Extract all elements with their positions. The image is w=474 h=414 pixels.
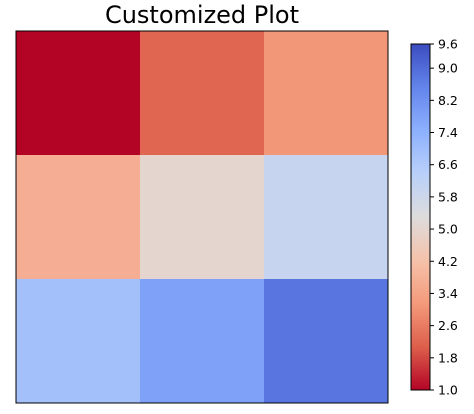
- colorbar-tick-label: 9.0: [438, 61, 458, 76]
- heatmap-cell-r0-c0: [16, 31, 141, 156]
- colorbar-gradient: [411, 44, 430, 390]
- colorbar-tick-label: 1.8: [438, 350, 458, 365]
- colorbar-tick-label: 9.6: [438, 37, 458, 52]
- plot-frame: [15, 30, 389, 404]
- colorbar-tick-label: 8.2: [438, 93, 458, 108]
- heatmap-cell-r1-c0: [16, 155, 141, 280]
- colorbar-tick-label: 6.6: [438, 157, 458, 172]
- chart-title: Customized Plot: [105, 1, 299, 29]
- heatmap-cell-r2-c0: [16, 279, 141, 404]
- colorbar-frame: [410, 43, 431, 391]
- colorbar: 1.0 1.8 2.6 3.4 4.2 5.0 5.8 6.6 7.4 8.2 9.0 9.6: [410, 37, 458, 398]
- heatmap-cell-r0-c2: [264, 31, 389, 156]
- colorbar-tick-label: 5.0: [438, 222, 458, 237]
- heatmap-cell-r2-c2: [264, 279, 389, 404]
- colorbar-tick-label: 4.2: [438, 254, 458, 269]
- heatmap-cell-r2-c1: [140, 279, 265, 404]
- colorbar-ticks: 1.0 1.8 2.6 3.4 4.2 5.0 5.8 6.6 7.4 8.2 9.0 9.6: [430, 37, 458, 398]
- colorbar-tick-label: 3.4: [438, 286, 458, 301]
- heatmap-cell-r1-c1: [140, 155, 265, 280]
- heatmap-cell-r0-c1: [140, 31, 265, 156]
- colorbar-tick-label: 5.8: [438, 189, 458, 204]
- colorbar-tick-label: 1.0: [438, 383, 458, 398]
- heatmap-cell-r1-c2: [264, 155, 389, 280]
- colorbar-tick-label: 7.4: [438, 125, 458, 140]
- heatmap-cells: [16, 31, 389, 404]
- colorbar-tick-label: 2.6: [438, 318, 458, 333]
